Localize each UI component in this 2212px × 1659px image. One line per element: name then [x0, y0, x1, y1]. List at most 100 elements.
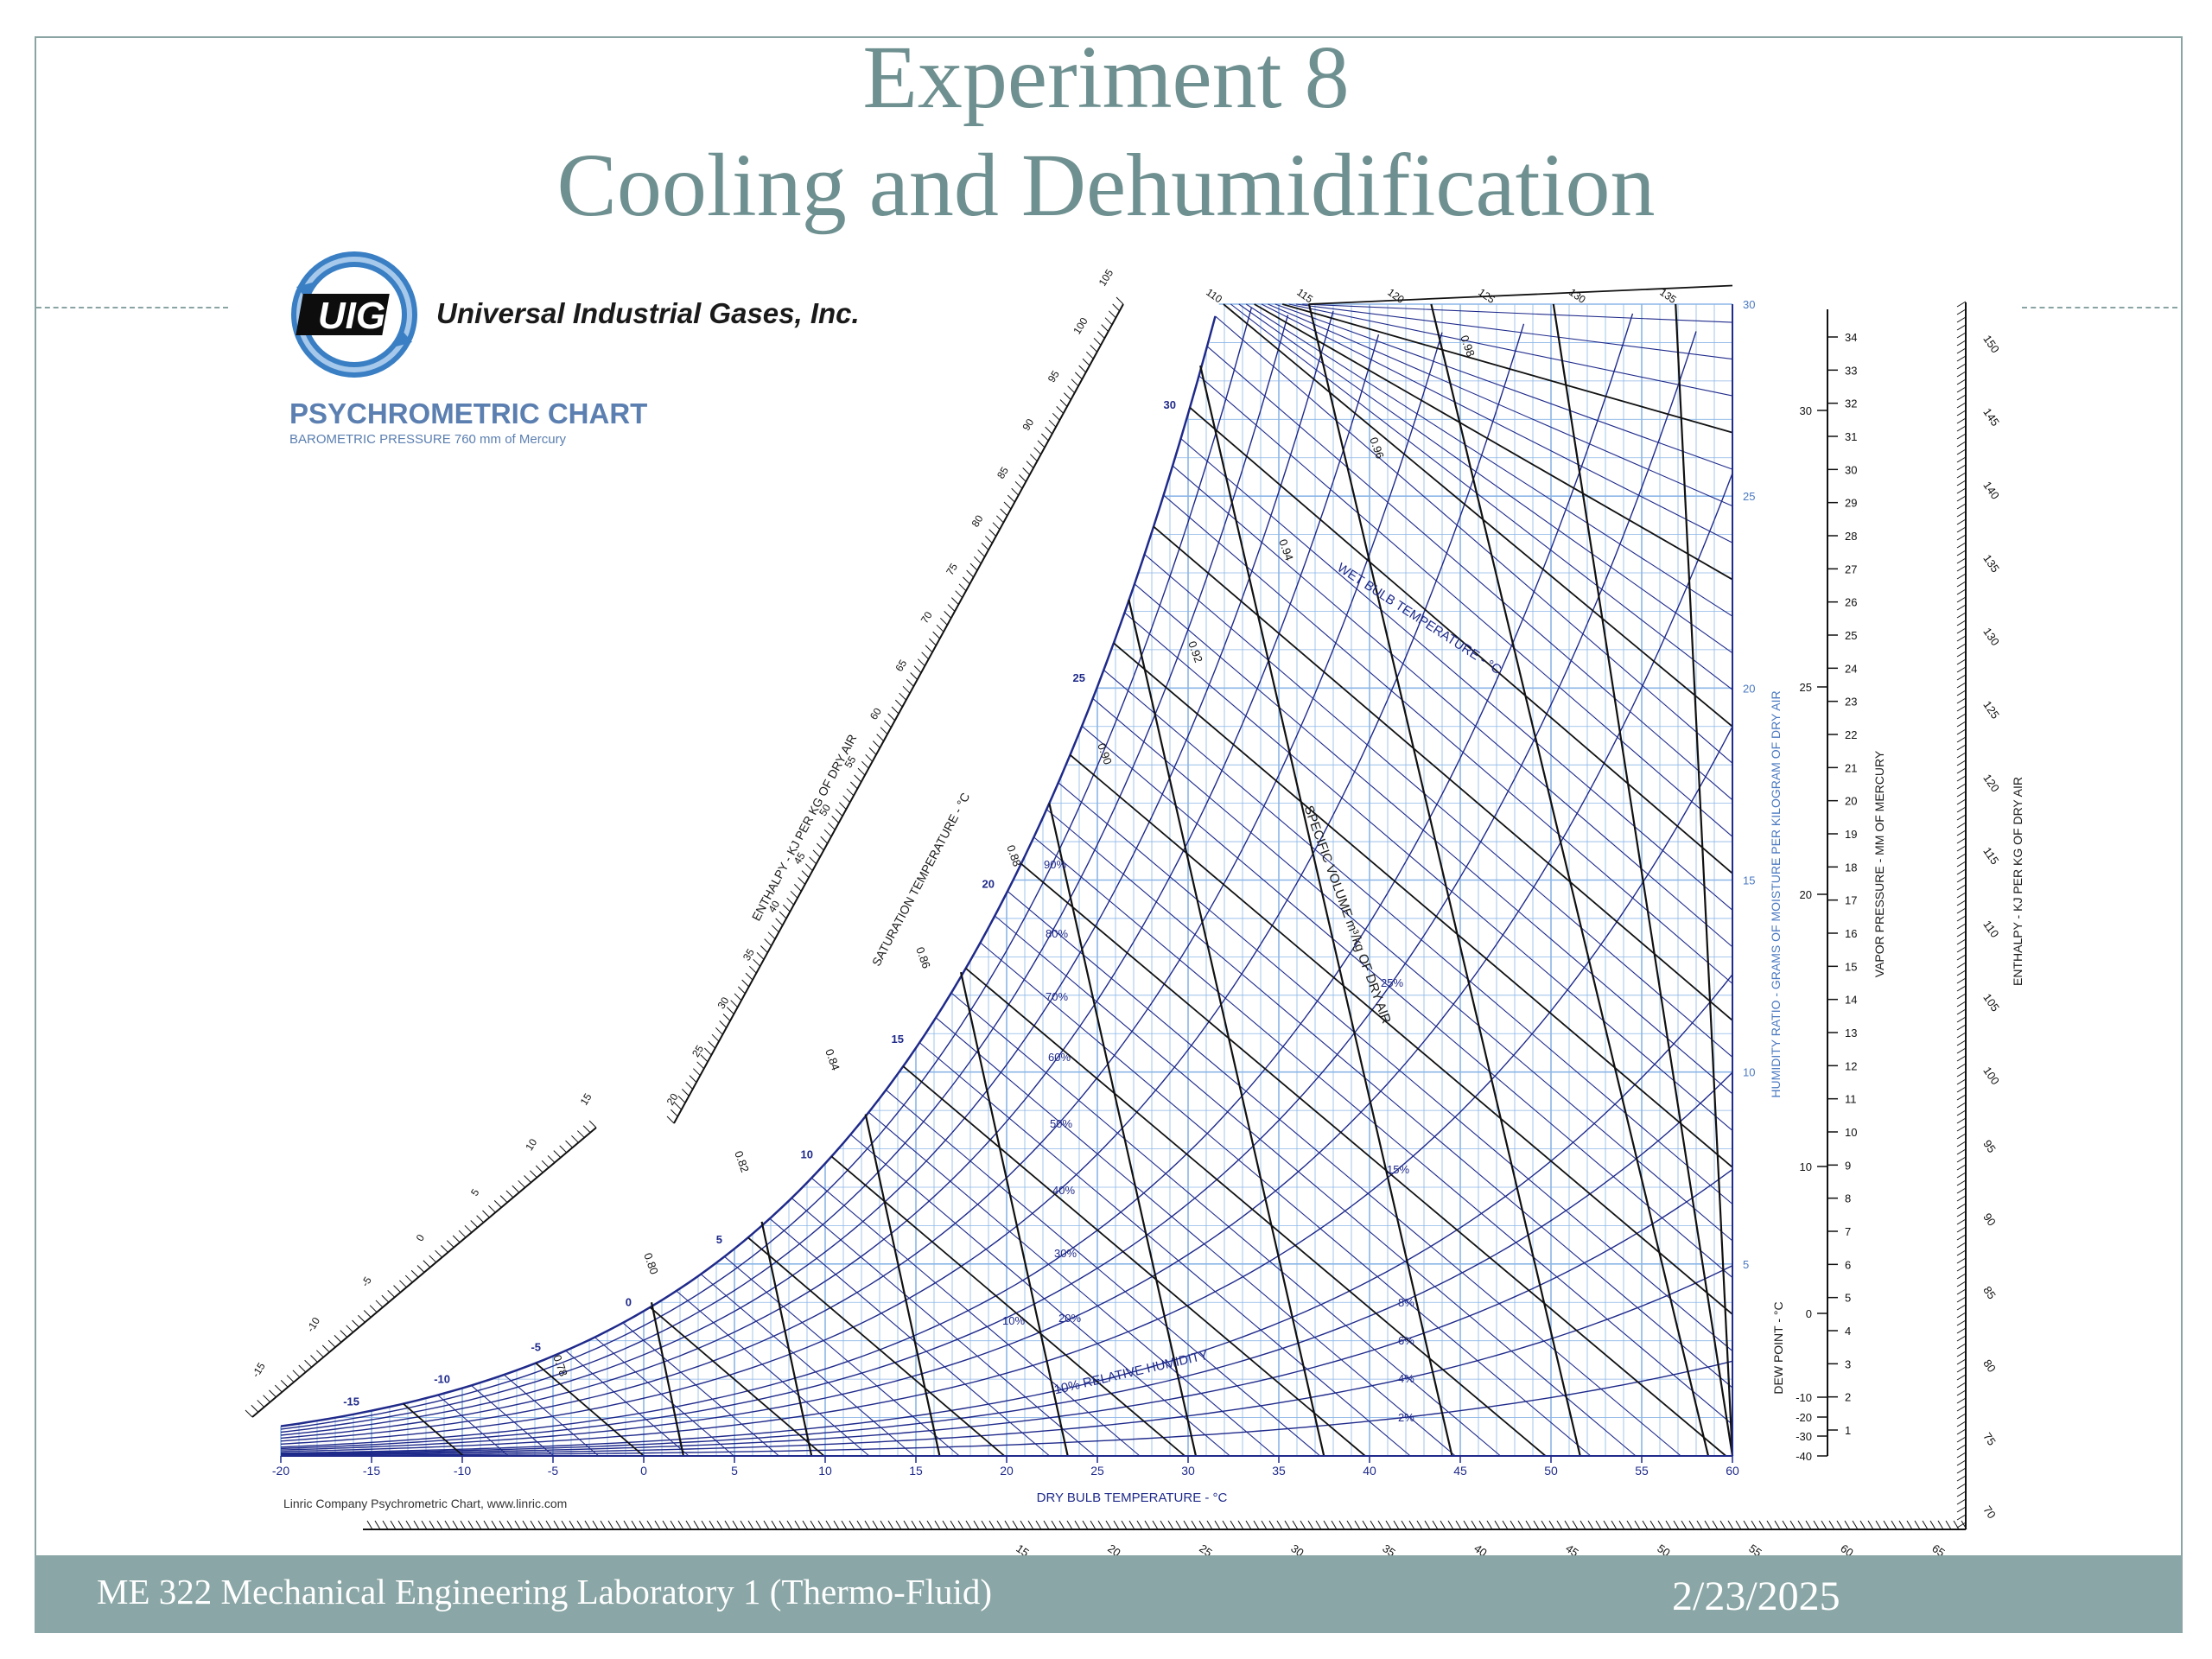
- vapor-pressure-tick-label: 25: [1845, 629, 1857, 642]
- enthalpy-bottom-tick-label: 55: [1746, 1541, 1764, 1560]
- enthalpy-right-tick-label: 145: [1980, 406, 2002, 429]
- enthalpy-left-hatch: [292, 1370, 301, 1378]
- enthalpy-left-hatch: [245, 1409, 253, 1418]
- enthalpy-line: [594, 1337, 734, 1457]
- enthalpy-left-hatch: [995, 515, 1004, 524]
- enthalpy-left-hatch: [925, 645, 933, 653]
- enthalpy-left-hatch: [677, 1095, 686, 1103]
- enthalpy-line: [1189, 407, 1733, 874]
- enthalpy-left-hatch: [804, 863, 813, 872]
- enthalpy-right-hatch: [1956, 1094, 1967, 1101]
- vapor-pressure-tick-label: 11: [1845, 1093, 1857, 1106]
- enthalpy-bottom-hatch: [1020, 1520, 1027, 1530]
- enthalpy-line: [1274, 303, 1733, 470]
- enthalpy-left-hatch: [857, 767, 866, 776]
- enthalpy-bottom-hatch: [1859, 1520, 1866, 1530]
- enthalpy-line: [1198, 375, 1733, 837]
- vapor-pressure-tick-label: 6: [1845, 1258, 1851, 1271]
- enthalpy-right-hatch: [1956, 1335, 1967, 1342]
- enthalpy-right-hatch: [1956, 837, 1967, 844]
- enthalpy-right-hatch: [1956, 410, 1967, 416]
- enthalpy-left-tick-label: 105: [1096, 267, 1116, 289]
- enthalpy-right-hatch: [1956, 1071, 1967, 1077]
- slide-date: 2/23/2025: [1672, 1573, 1840, 1619]
- enthalpy-line: [1288, 303, 1733, 397]
- relative-humidity-tick-label: 25%: [1381, 976, 1403, 989]
- enthalpy-bottom-hatch: [483, 1520, 490, 1530]
- enthalpy-bottom-hatch: [607, 1520, 614, 1530]
- vapor-pressure-tick-label: 12: [1845, 1059, 1857, 1072]
- relative-humidity-tick-label: 6%: [1398, 1334, 1414, 1347]
- vapor-pressure-tick-label: 27: [1845, 563, 1857, 575]
- enthalpy-right-hatch: [1956, 596, 1967, 603]
- enthalpy-left-hatch: [681, 1089, 690, 1096]
- enthalpy-bottom-hatch: [545, 1520, 552, 1530]
- enthalpy-right-hatch: [1956, 386, 1967, 393]
- enthalpy-right-axis-label: ENTHALPY - KJ PER KG OF DRY AIR: [2011, 777, 2024, 986]
- enthalpy-bottom-hatch: [1043, 1520, 1050, 1530]
- enthalpy-bottom-hatch: [1393, 1520, 1400, 1530]
- enthalpy-left-hatch: [363, 1310, 372, 1318]
- enthalpy-right-hatch: [1956, 363, 1967, 370]
- enthalpy-right-hatch: [1956, 1164, 1967, 1171]
- enthalpy-bottom-hatch: [1626, 1520, 1633, 1530]
- enthalpy-right-hatch: [1956, 1491, 1967, 1497]
- enthalpy-left-hatch: [899, 692, 907, 701]
- dry-bulb-tick-label: 15: [909, 1464, 923, 1478]
- enthalpy-left-hatch: [441, 1245, 448, 1253]
- enthalpy-left-hatch: [786, 897, 795, 906]
- enthalpy-bottom-hatch: [1891, 1520, 1897, 1530]
- enthalpy-bottom-hatch: [1813, 1520, 1820, 1530]
- enthalpy-right-hatch: [1956, 1452, 1967, 1459]
- enthalpy-bottom-hatch: [1852, 1520, 1859, 1530]
- enthalpy-bottom-hatch: [1797, 1520, 1804, 1530]
- relative-humidity-tick-label: 90%: [1044, 858, 1066, 871]
- enthalpy-left-hatch: [992, 522, 1001, 531]
- chart-labels: Linric Company Psychrometric Chart, www.…: [283, 560, 2024, 1510]
- enthalpy-right-hatch: [1956, 1117, 1967, 1124]
- enthalpy-bottom-hatch: [639, 1520, 645, 1530]
- enthalpy-left-hatch: [760, 945, 768, 953]
- enthalpy-bottom-hatch: [1012, 1520, 1019, 1530]
- enthalpy-right-hatch: [1956, 713, 1967, 720]
- enthalpy-line: [403, 1402, 464, 1457]
- enthalpy-left-hatch: [369, 1305, 378, 1313]
- enthalpy-bottom-hatch: [1603, 1520, 1610, 1530]
- enthalpy-bottom-hatch: [1416, 1520, 1423, 1530]
- enthalpy-right-hatch: [1956, 464, 1967, 471]
- enthalpy-bottom-hatch: [1440, 1520, 1446, 1530]
- dry-bulb-tick-label: -5: [548, 1464, 559, 1478]
- enthalpy-top-tick-label: 125: [1476, 286, 1497, 306]
- enthalpy-left-hatch: [955, 590, 963, 599]
- vapor-pressure-tick-label: 1: [1845, 1424, 1851, 1437]
- enthalpy-right-hatch: [1956, 651, 1967, 658]
- enthalpy-bottom-hatch: [1455, 1520, 1462, 1530]
- chart-lines: [403, 284, 1734, 1457]
- enthalpy-right-hatch: [1956, 1304, 1967, 1311]
- enthalpy-right-hatch: [1956, 1156, 1967, 1163]
- enthalpy-left-hatch: [358, 1314, 365, 1323]
- enthalpy-line: [1092, 698, 1733, 1242]
- company-logo: UIG Universal Industrial Gases, Inc.: [281, 244, 946, 386]
- enthalpy-left-hatch: [1003, 501, 1012, 510]
- enthalpy-bottom-hatch: [1766, 1520, 1773, 1530]
- enthalpy-right-hatch: [1956, 472, 1967, 479]
- enthalpy-right-tick-label: 140: [1980, 479, 2002, 501]
- enthalpy-bottom-hatch: [1315, 1520, 1322, 1530]
- enthalpy-left-tick-label: 80: [969, 512, 986, 529]
- enthalpy-line: [918, 1042, 1411, 1457]
- enthalpy-left-hatch: [269, 1389, 276, 1398]
- enthalpy-bottom-hatch: [1611, 1520, 1618, 1530]
- enthalpy-right-hatch: [1956, 993, 1967, 1000]
- right-divider: [2022, 307, 2177, 308]
- specific-volume-line: [1675, 303, 1734, 1457]
- enthalpy-bottom-hatch: [1595, 1520, 1602, 1530]
- enthalpy-bottom-hatch: [1222, 1520, 1229, 1530]
- enthalpy-bottom-hatch: [849, 1520, 855, 1530]
- enthalpy-right-hatch: [1956, 1444, 1967, 1451]
- enthalpy-bottom-hatch: [1844, 1520, 1851, 1530]
- enthalpy-right-hatch: [1956, 830, 1967, 836]
- enthalpy-left-hatch: [685, 1082, 694, 1090]
- enthalpy-left-hatch: [416, 1265, 425, 1273]
- enthalpy-left-hatch: [1067, 385, 1076, 394]
